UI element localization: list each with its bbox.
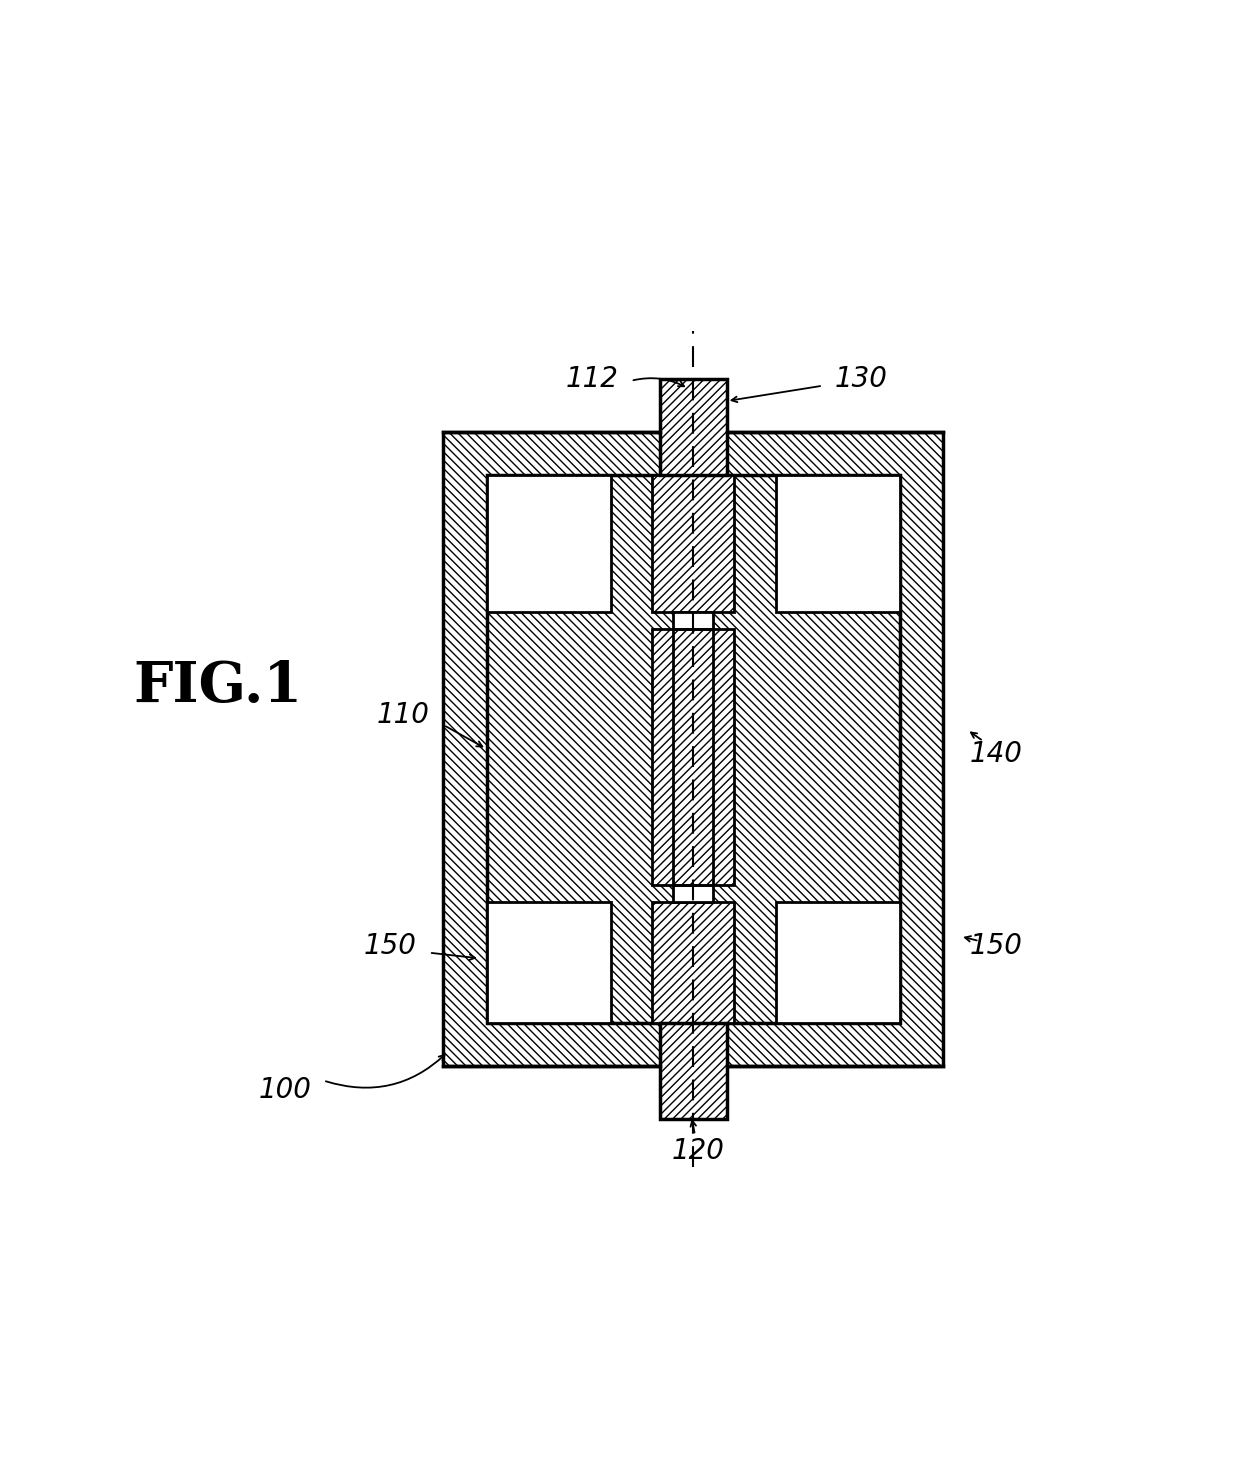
Bar xyxy=(486,475,610,612)
Bar xyxy=(486,902,610,1023)
Bar xyxy=(776,475,900,612)
Bar xyxy=(652,475,734,612)
Text: 140: 140 xyxy=(970,740,1022,768)
Text: 120: 120 xyxy=(672,1136,724,1164)
Bar xyxy=(673,885,713,902)
Text: 100: 100 xyxy=(258,1077,311,1103)
Text: FIG.1: FIG.1 xyxy=(133,658,303,713)
Bar xyxy=(444,432,942,1066)
Bar xyxy=(486,475,900,1023)
Text: 150: 150 xyxy=(365,931,417,960)
Bar xyxy=(652,902,734,1023)
Text: 130: 130 xyxy=(835,365,888,393)
Bar xyxy=(486,475,900,1023)
Bar xyxy=(652,629,734,885)
Text: 110: 110 xyxy=(377,701,429,730)
Bar xyxy=(652,902,734,1023)
Bar xyxy=(776,902,900,1023)
Bar xyxy=(660,380,727,475)
Bar xyxy=(660,1023,727,1118)
Bar xyxy=(660,380,727,475)
Bar xyxy=(660,1023,727,1118)
Text: 150: 150 xyxy=(970,931,1022,960)
Bar xyxy=(652,629,734,885)
Bar xyxy=(652,475,734,612)
Text: 112: 112 xyxy=(565,365,619,393)
Bar xyxy=(444,432,942,1066)
Bar xyxy=(673,612,713,629)
